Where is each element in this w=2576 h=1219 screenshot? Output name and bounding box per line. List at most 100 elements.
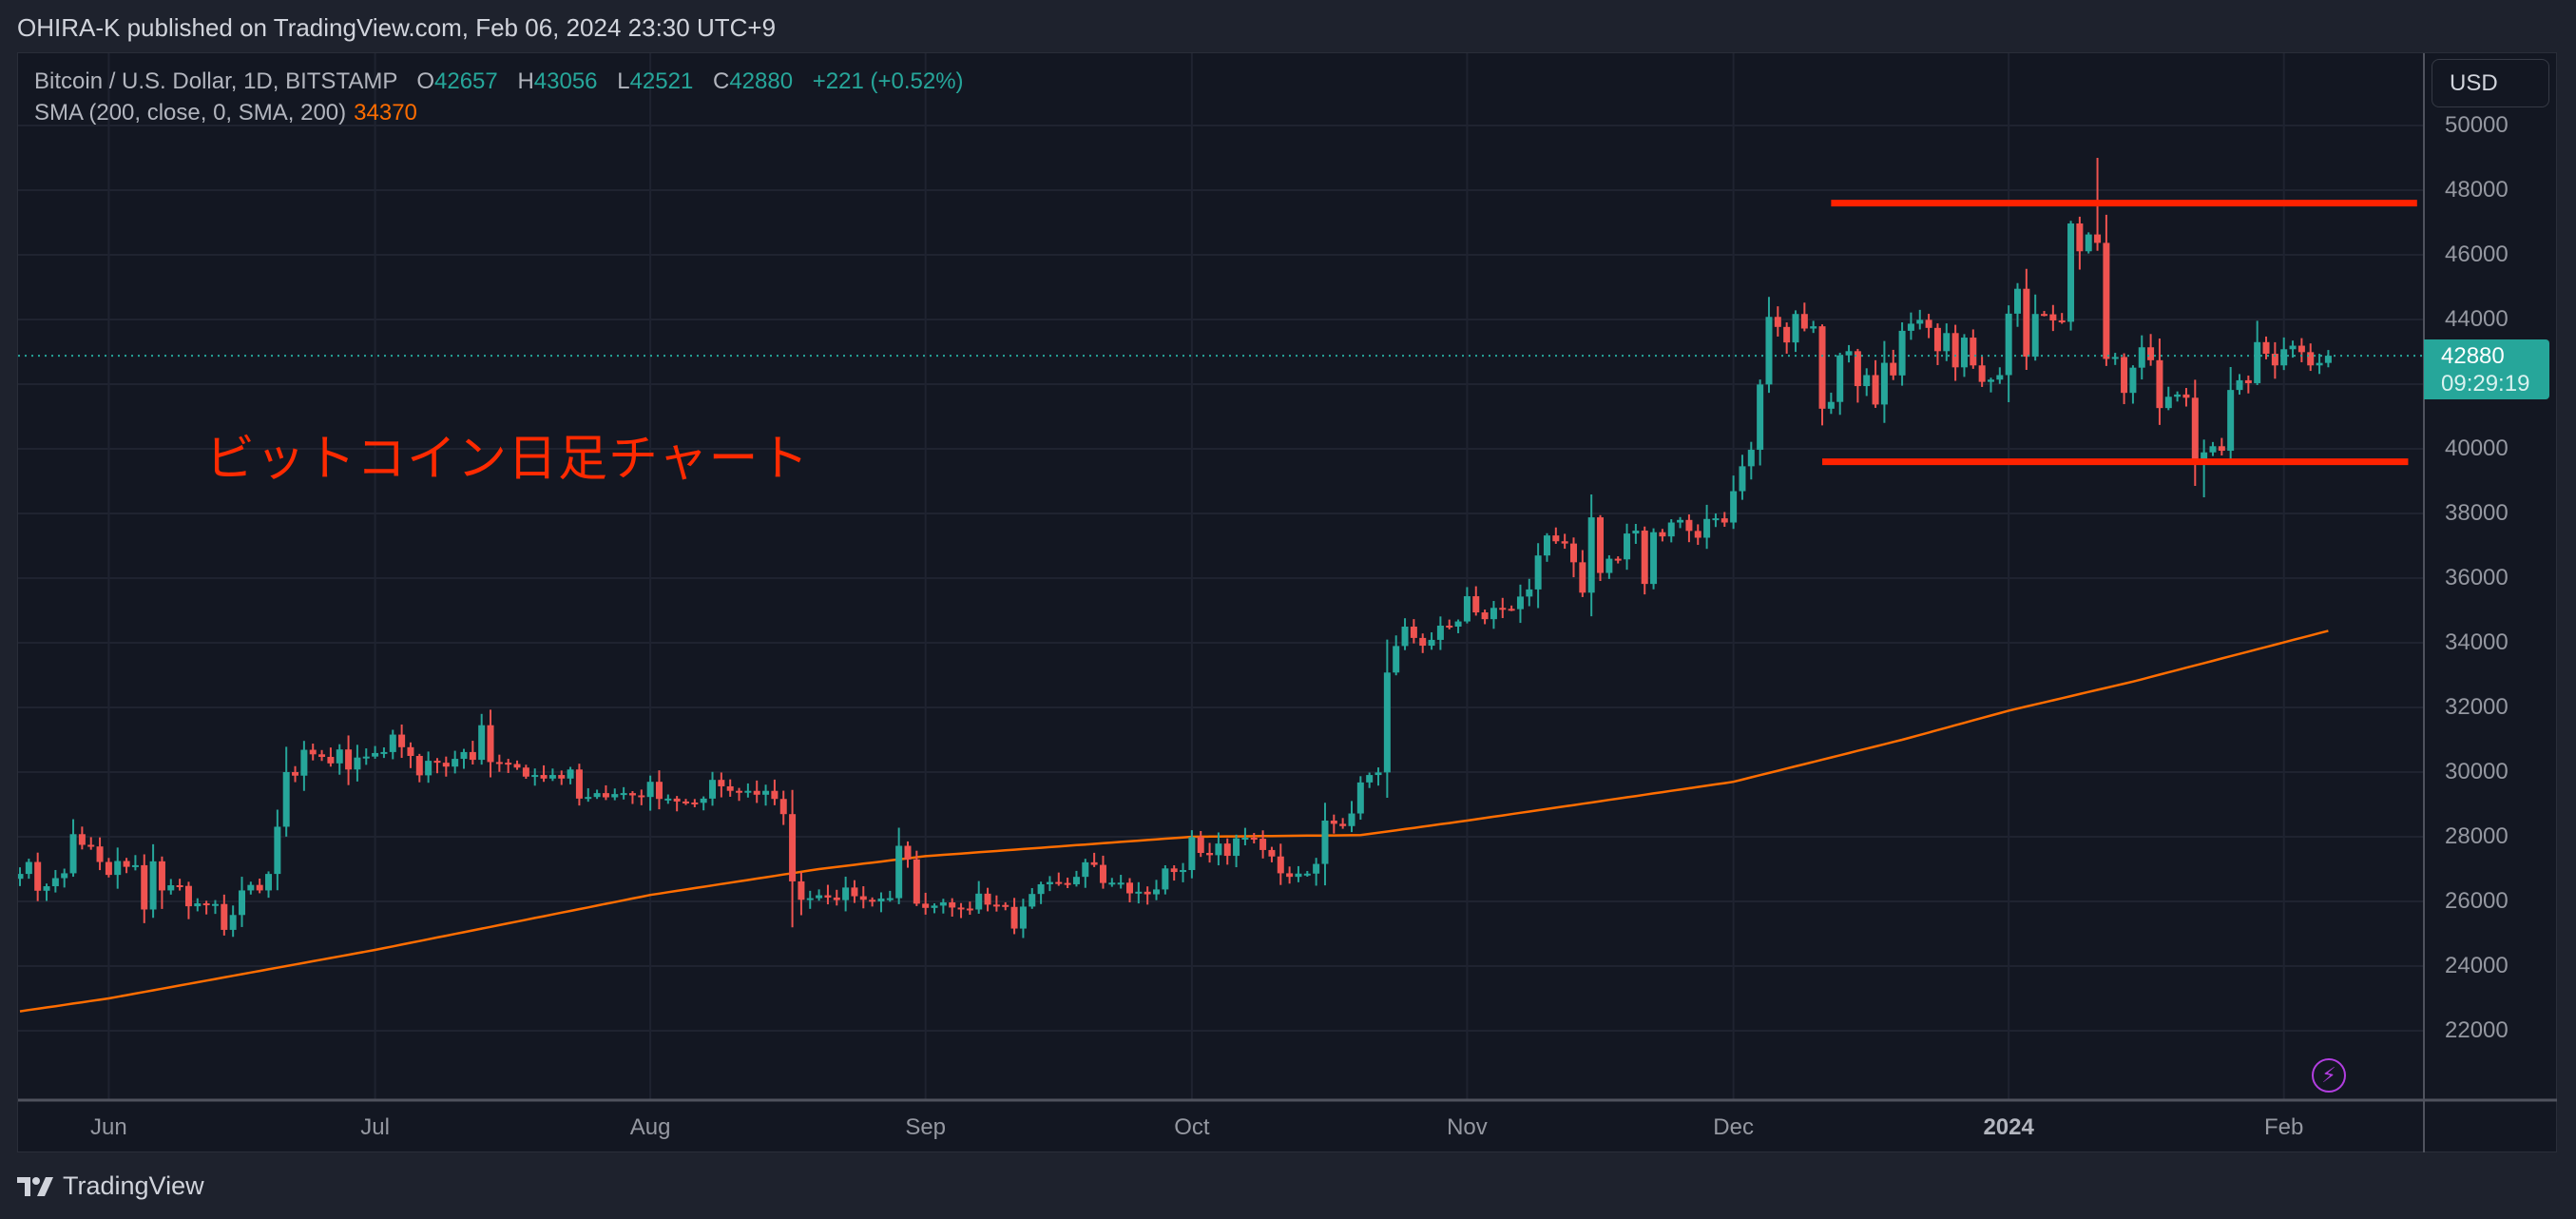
tradingview-logo-icon xyxy=(17,1176,53,1196)
candle-body xyxy=(1223,843,1231,857)
candle-body xyxy=(1277,856,1284,874)
candle-body xyxy=(779,799,787,815)
candle-body xyxy=(2031,314,2039,358)
candle-body xyxy=(61,873,68,879)
candle-body xyxy=(992,904,1000,907)
candle-body xyxy=(1268,849,1276,857)
candle-body xyxy=(575,769,583,799)
price-tick-label: 40000 xyxy=(2445,435,2509,461)
candle-body xyxy=(274,826,281,875)
candle-body xyxy=(2191,397,2199,463)
candle-body xyxy=(1366,775,1374,783)
candle-body xyxy=(816,895,823,899)
candle-body xyxy=(114,861,122,876)
candle-body xyxy=(1508,609,1515,611)
candle-body xyxy=(221,903,228,930)
sma-legend[interactable]: SMA (200, close, 0, SMA, 200) 34370 xyxy=(34,100,417,126)
candle-body xyxy=(2289,345,2297,350)
candle-body xyxy=(1739,466,1746,492)
candle-body xyxy=(1677,519,1684,523)
lightning-icon[interactable]: ⚡ xyxy=(2312,1058,2346,1093)
candle-body xyxy=(1632,531,1640,534)
candle-body xyxy=(282,772,290,827)
candle-body xyxy=(1854,351,1861,387)
candle-body xyxy=(2147,347,2155,360)
candle-body xyxy=(380,751,388,754)
candle-body xyxy=(239,890,245,916)
candle-body xyxy=(1463,596,1471,622)
candle-body xyxy=(1827,401,1835,409)
candle-body xyxy=(771,790,779,800)
candle-body xyxy=(1534,555,1542,590)
candle-body xyxy=(460,751,468,760)
candle-body xyxy=(1845,351,1853,356)
price-tick-label: 38000 xyxy=(2445,500,2509,526)
candle-body xyxy=(265,874,273,891)
candle-body xyxy=(34,861,42,891)
candle-body xyxy=(1765,317,1773,385)
candle-body xyxy=(1978,365,1986,382)
candle-body xyxy=(389,734,396,752)
candle-body xyxy=(1880,362,1888,405)
candle-body xyxy=(292,772,299,776)
candle-body xyxy=(2254,341,2261,383)
candle-body xyxy=(300,749,308,776)
candle-body xyxy=(1792,314,1799,343)
candle-body xyxy=(487,725,494,763)
candle-body xyxy=(1428,639,1435,647)
candle-body xyxy=(158,861,165,891)
candle-body xyxy=(2129,367,2137,394)
candle-body xyxy=(1943,333,1951,352)
candle-body xyxy=(1890,362,1897,376)
candle-body xyxy=(1481,612,1489,620)
candle-body xyxy=(691,802,699,804)
grid xyxy=(18,53,2424,1100)
candle-body xyxy=(753,790,760,795)
candle-body xyxy=(1197,837,1204,853)
candle-body xyxy=(2227,390,2235,452)
candle-body xyxy=(1757,384,1764,451)
candle-body xyxy=(1082,861,1089,878)
candle-body xyxy=(1259,839,1267,850)
candle-body xyxy=(949,902,956,908)
candle-body xyxy=(798,880,805,900)
candle-body xyxy=(1206,853,1214,856)
candle-body xyxy=(309,749,317,755)
candle-body xyxy=(362,756,370,759)
close-value: 42880 xyxy=(729,68,794,94)
candle-body xyxy=(1313,863,1320,874)
candle-body xyxy=(2005,313,2012,376)
candle-body xyxy=(531,775,539,778)
candle-body xyxy=(567,769,574,779)
time-tick-label: Jun xyxy=(90,1114,127,1140)
low-value: 42521 xyxy=(629,68,694,94)
candle-body xyxy=(2244,379,2252,383)
currency-button[interactable]: USD xyxy=(2432,59,2549,107)
candle-body xyxy=(2111,357,2119,359)
candle-body xyxy=(1410,627,1417,638)
candle-body xyxy=(1996,375,2004,380)
candle-body xyxy=(1614,558,1622,561)
price-tick-label: 24000 xyxy=(2445,953,2509,978)
candle-body xyxy=(877,898,885,901)
price-tick-label: 48000 xyxy=(2445,177,2509,203)
candle-body xyxy=(184,885,192,907)
candle-body xyxy=(673,798,681,802)
candle-body xyxy=(1321,821,1329,864)
price-tick-label: 32000 xyxy=(2445,694,2509,720)
candle-body xyxy=(202,903,210,906)
candle-body xyxy=(229,915,237,930)
candle-body xyxy=(1960,338,1968,368)
candle-body xyxy=(602,793,609,798)
candle-body xyxy=(1046,881,1053,884)
candle-body xyxy=(2316,362,2323,366)
chart-pane[interactable] xyxy=(17,52,2557,1152)
candle-body xyxy=(620,793,627,796)
candle-body xyxy=(1330,821,1337,824)
candle-body xyxy=(904,845,912,860)
candle-body xyxy=(585,797,592,800)
candle-body xyxy=(1685,519,1693,532)
chart-annotation-text[interactable]: ビットコイン日足チャート xyxy=(205,431,810,488)
candle-body xyxy=(1800,314,1808,329)
